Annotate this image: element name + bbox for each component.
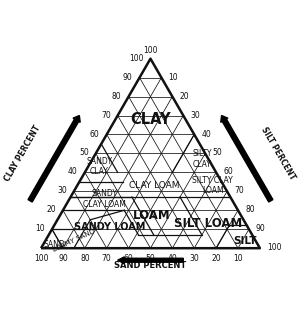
Text: 20: 20 [46, 205, 56, 214]
Text: 10: 10 [35, 224, 45, 233]
FancyArrow shape [28, 116, 80, 202]
Text: 40: 40 [201, 130, 211, 139]
Text: CLAY PERCENT: CLAY PERCENT [3, 124, 42, 183]
Text: SILT: SILT [233, 236, 256, 246]
Text: SILTY CLAY
LOAM: SILTY CLAY LOAM [193, 176, 233, 195]
Text: 100: 100 [34, 254, 48, 263]
FancyArrow shape [118, 257, 183, 263]
Text: 50: 50 [212, 148, 222, 157]
Text: CLAY LOAM: CLAY LOAM [128, 181, 179, 190]
Text: SILT LOAM: SILT LOAM [174, 217, 243, 230]
Text: SANDY
CLAY LOAM: SANDY CLAY LOAM [83, 189, 126, 209]
Text: 90: 90 [256, 224, 266, 233]
Text: 20: 20 [179, 92, 189, 101]
Text: 40: 40 [68, 167, 78, 176]
Text: 70: 70 [102, 254, 112, 263]
Text: 90: 90 [123, 73, 133, 82]
Text: SAND PERCENT: SAND PERCENT [114, 261, 187, 270]
Text: LOAMY SAND: LOAMY SAND [52, 228, 96, 253]
Text: 70: 70 [234, 187, 244, 196]
Text: 40: 40 [167, 254, 177, 263]
Text: 100: 100 [143, 46, 158, 55]
Text: 30: 30 [57, 187, 67, 196]
Text: 30: 30 [190, 111, 200, 120]
Text: 10: 10 [233, 254, 243, 263]
Text: SANDY
CLAY: SANDY CLAY [86, 157, 112, 176]
Text: 60: 60 [90, 130, 100, 139]
Text: 30: 30 [189, 254, 199, 263]
Text: 80: 80 [80, 254, 90, 263]
Text: 100: 100 [129, 54, 143, 63]
Text: CLAY: CLAY [130, 112, 171, 127]
Text: SAND: SAND [43, 240, 65, 249]
Text: SANDY LOAM: SANDY LOAM [74, 222, 146, 232]
Text: 50: 50 [146, 254, 155, 263]
Text: 100: 100 [267, 243, 281, 252]
Text: 80: 80 [245, 205, 255, 214]
FancyArrow shape [221, 116, 273, 202]
Text: 10: 10 [168, 73, 178, 82]
Text: SILT PERCENT: SILT PERCENT [260, 125, 297, 181]
Text: SILTY
CLAY: SILTY CLAY [192, 149, 212, 169]
Text: 90: 90 [58, 254, 68, 263]
Text: 20: 20 [211, 254, 221, 263]
Text: 60: 60 [223, 167, 233, 176]
Text: 50: 50 [79, 148, 89, 157]
Text: 70: 70 [101, 111, 111, 120]
Text: LOAM: LOAM [133, 210, 170, 222]
Text: 80: 80 [112, 92, 122, 101]
Text: 60: 60 [124, 254, 134, 263]
